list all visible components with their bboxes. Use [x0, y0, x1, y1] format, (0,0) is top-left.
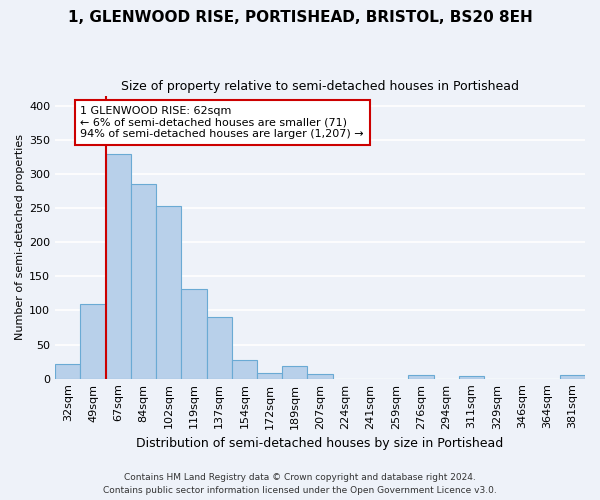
Y-axis label: Number of semi-detached properties: Number of semi-detached properties — [15, 134, 25, 340]
Bar — [282, 366, 307, 378]
Bar — [560, 376, 585, 378]
Bar — [55, 364, 80, 378]
X-axis label: Distribution of semi-detached houses by size in Portishead: Distribution of semi-detached houses by … — [136, 437, 504, 450]
Bar — [80, 304, 106, 378]
Text: 1, GLENWOOD RISE, PORTISHEAD, BRISTOL, BS20 8EH: 1, GLENWOOD RISE, PORTISHEAD, BRISTOL, B… — [68, 10, 532, 25]
Bar — [156, 206, 181, 378]
Bar — [206, 318, 232, 378]
Text: Contains HM Land Registry data © Crown copyright and database right 2024.
Contai: Contains HM Land Registry data © Crown c… — [103, 474, 497, 495]
Bar — [307, 374, 332, 378]
Bar — [131, 184, 156, 378]
Bar — [181, 290, 206, 378]
Text: 1 GLENWOOD RISE: 62sqm
← 6% of semi-detached houses are smaller (71)
94% of semi: 1 GLENWOOD RISE: 62sqm ← 6% of semi-deta… — [80, 106, 364, 139]
Bar — [232, 360, 257, 378]
Bar — [106, 154, 131, 378]
Bar — [257, 372, 282, 378]
Title: Size of property relative to semi-detached houses in Portishead: Size of property relative to semi-detach… — [121, 80, 519, 93]
Bar — [459, 376, 484, 378]
Bar — [409, 376, 434, 378]
